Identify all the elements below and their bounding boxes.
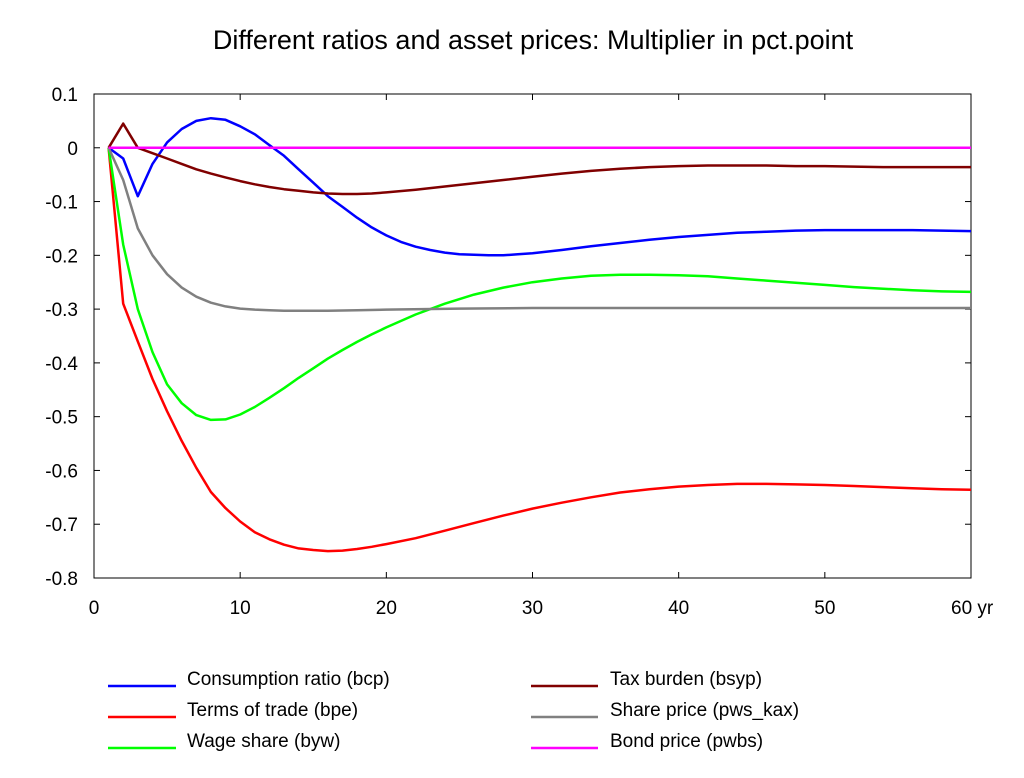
- y-tick-label: -0.2: [45, 246, 78, 267]
- x-tick-label: 50: [814, 598, 835, 619]
- legend-label: Consumption ratio (bcp): [187, 669, 390, 690]
- series-line-5: [107, 147, 971, 312]
- x-tick-label: 20: [376, 598, 397, 619]
- x-tick-label: 30: [522, 598, 543, 619]
- y-tick-labels: 0.1 0 -0.1 -0.2 -0.3 -0.4 -0.5 -0.6 -0.7 -0.8: [45, 85, 78, 590]
- legend-label: Tax burden (bsyp): [610, 669, 762, 690]
- x-tick-label: 40: [668, 598, 689, 619]
- y-tick-label: -0.4: [45, 354, 78, 375]
- legend-label: Wage share (byw): [187, 731, 340, 752]
- series-line-4: [107, 122, 971, 196]
- x-tick-labels: 0 10 20 30 40 50 60 yr: [89, 598, 994, 619]
- series-line-1: [107, 116, 972, 257]
- legend-label: Share price (pws_kax): [610, 700, 799, 721]
- y-tick-label: 0.1: [52, 85, 78, 106]
- series-lines: [107, 116, 972, 553]
- y-tick-label: -0.5: [45, 408, 78, 429]
- legend: Consumption ratio (bcp) Terms of trade (b…: [108, 669, 799, 752]
- legend-label: Terms of trade (bpe): [187, 700, 358, 721]
- chart-title: Different ratios and asset prices: Multi…: [213, 25, 854, 55]
- series-line-2: [107, 147, 972, 553]
- x-tick-label: 10: [230, 598, 251, 619]
- y-tick-label: -0.7: [45, 515, 78, 536]
- x-tick-label: 60 yr: [951, 598, 994, 619]
- series-line-3: [107, 147, 972, 422]
- x-tick-label: 0: [89, 598, 100, 619]
- legend-label: Bond price (pwbs): [610, 731, 763, 752]
- y-tick-label: -0.6: [45, 461, 78, 482]
- y-tick-label: 0: [67, 139, 78, 160]
- y-tick-label: -0.1: [45, 193, 78, 214]
- y-tick-label: -0.3: [45, 300, 78, 321]
- y-tick-label: -0.8: [45, 569, 78, 590]
